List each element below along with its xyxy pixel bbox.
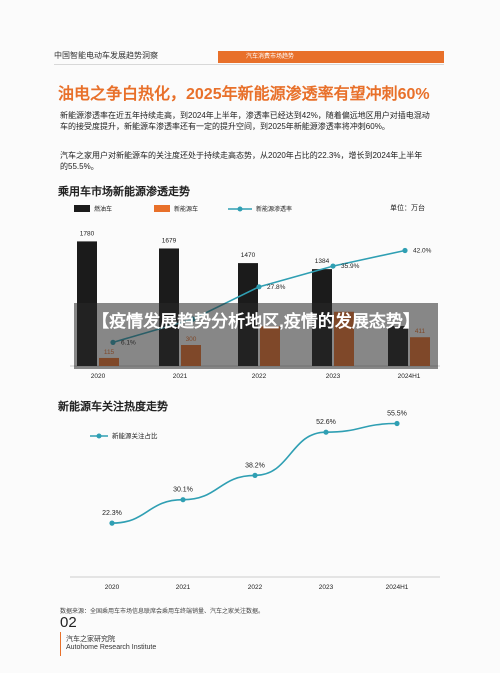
legend2-label: 新能源关注占比 [112, 431, 158, 440]
legend-label-nev: 新能源车 [174, 205, 198, 213]
attention-label-2024H1: 55.5% [387, 411, 407, 418]
section-tab: 汽车消费市场趋势 [218, 51, 444, 63]
legend-label-rate: 新能源渗透率 [256, 205, 292, 213]
attention-label-2022: 38.2% [245, 462, 265, 469]
report-header: 中国智能电动车发展趋势洞察 汽车消费市场趋势 [54, 50, 444, 65]
footer-divider [60, 632, 61, 656]
legend-swatch-nev [154, 205, 170, 212]
overlay-banner-text: 【疫情发展趋势分析地区,疫情的发展态势】 [92, 312, 420, 331]
rate-label-2024H1: 42.0% [413, 247, 432, 254]
page-title: 油电之争白热化，2025年新能源渗透率有望冲刺60% [58, 86, 430, 103]
legend2-marker [96, 433, 102, 439]
chart1-x-tick-2023: 2023 [326, 373, 341, 380]
attention-point-2023 [323, 429, 329, 435]
rate-label-2023: 35.9% [341, 263, 360, 270]
label-fuel-2020: 1780 [80, 230, 95, 237]
chart1-x-tick-2020: 2020 [91, 373, 106, 380]
attention-point-2020 [109, 520, 115, 526]
paragraph-2: 汽车之家用户对新能源车的关注度还处于持续走高态势，从2020年占比的22.3%，… [60, 151, 423, 171]
report-title: 中国智能电动车发展趋势洞察 [54, 51, 158, 60]
chart2-x-tick-2023: 2023 [319, 584, 334, 591]
rate-point-2022 [256, 284, 262, 290]
attention-point-2024H1 [394, 420, 400, 427]
chart1-x-tick-2021: 2021 [173, 373, 188, 380]
attention-point-2022 [252, 472, 258, 478]
chart2-x-tick-2021: 2021 [176, 584, 191, 591]
label-fuel-2021: 1679 [162, 237, 177, 244]
legend-label-fuel: 燃油车 [94, 205, 112, 213]
legend-marker-rate [237, 206, 243, 212]
chart1-x-tick-2024H1: 2024H1 [398, 373, 421, 380]
rate-label-2022: 27.8% [267, 284, 286, 291]
attention-label-2021: 30.1% [173, 487, 193, 494]
chart2-x-tick-2022: 2022 [248, 584, 263, 591]
attention-label-2023: 52.6% [316, 419, 336, 426]
rate-point-2024H1 [402, 247, 408, 254]
overlay-banner [74, 303, 438, 369]
paragraph-1: 新能源渗透率在近五年持续走高，到2024年上半年，渗透率已经达到42%，随着偏远… [60, 111, 430, 131]
label-fuel-2022: 1470 [241, 252, 256, 259]
attention-label-2020: 22.3% [102, 510, 122, 517]
legend-swatch-fuel [74, 205, 90, 212]
page-number: 02 [60, 614, 77, 631]
chart1-unit: 单位：万台 [390, 205, 425, 212]
institute-name-cn: 汽车之家研究院 [66, 636, 115, 643]
chart2-x-tick-2020: 2020 [105, 584, 120, 591]
chart1-x-tick-2022: 2022 [252, 373, 267, 380]
data-source-note: 数据来源：全国乘用车市场信息联席会乘用车终端销量、汽车之家关注数据。 [60, 609, 265, 615]
chart2-title: 新能源车关注热度走势 [58, 401, 168, 413]
chart2-x-tick-2024H1: 2024H1 [386, 584, 409, 591]
rate-point-2023 [330, 263, 336, 269]
label-fuel-2023: 1384 [315, 258, 330, 265]
institute-name-en: Autohome Research Institute [66, 644, 157, 651]
chart1-title: 乘用车市场新能源渗透走势 [58, 186, 190, 198]
attention-point-2021 [180, 497, 186, 503]
